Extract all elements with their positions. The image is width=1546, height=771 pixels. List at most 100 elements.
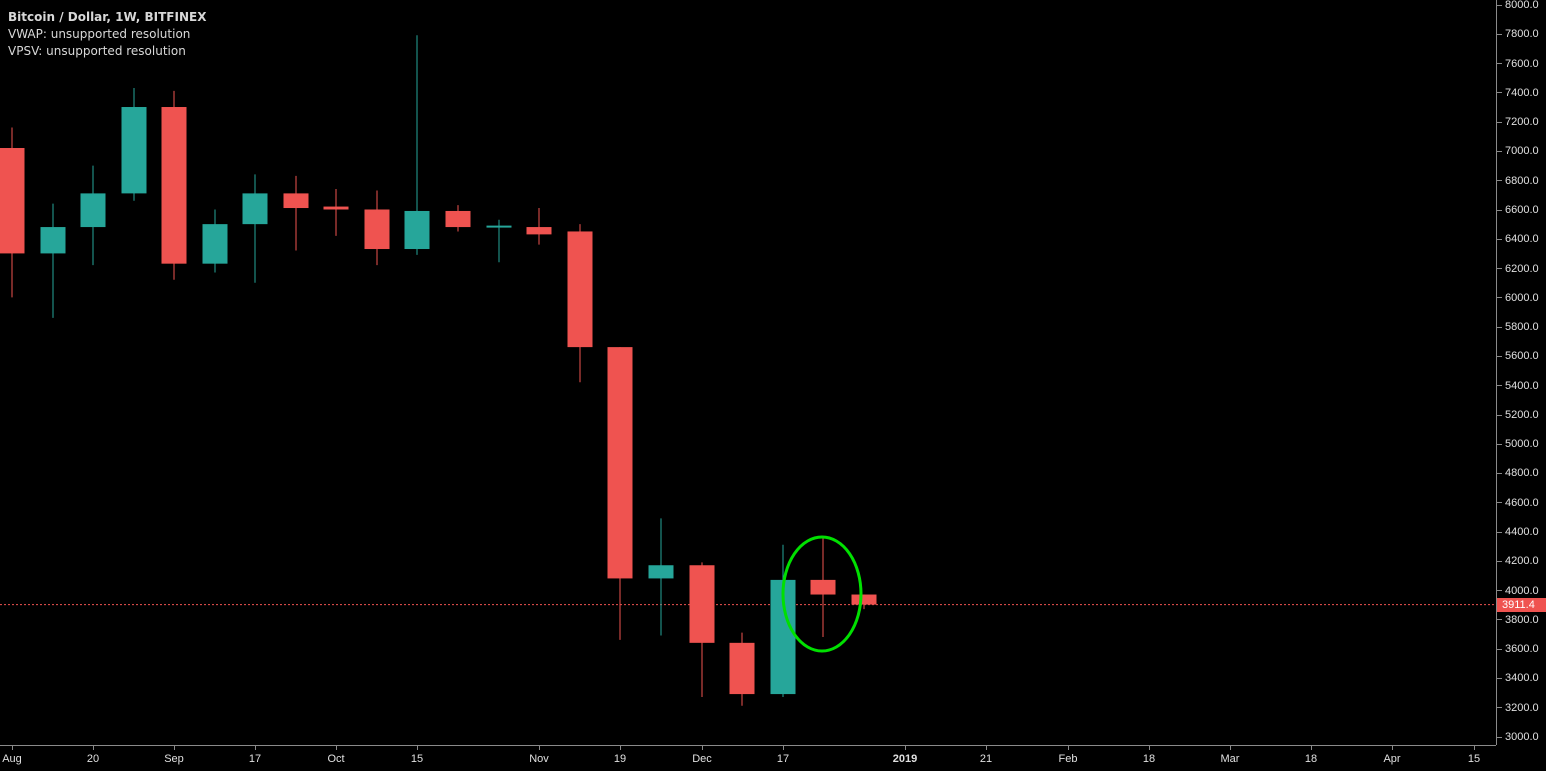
symbol-title[interactable]: Bitcoin / Dollar, 1W, BITFINEX [8, 10, 207, 24]
price-tick: 3200.0 [1497, 702, 1539, 714]
candle-body [0, 148, 25, 254]
tick-mark [1497, 4, 1502, 6]
candle[interactable] [526, 208, 552, 245]
candle[interactable] [40, 203, 66, 318]
candle[interactable] [689, 562, 715, 698]
price-tick-label: 6400.0 [1505, 233, 1539, 246]
tick-mark [1497, 414, 1502, 416]
price-tick-label: 3000.0 [1505, 731, 1539, 743]
price-tick-label: 7800.0 [1505, 28, 1539, 41]
price-tick-label: 3800.0 [1505, 613, 1539, 626]
candle[interactable] [486, 219, 512, 263]
candlestick-plot[interactable] [0, 0, 1496, 745]
price-tick-label: 6200.0 [1505, 262, 1539, 275]
candle[interactable] [729, 632, 755, 706]
price-tick: 5600.0 [1497, 350, 1539, 362]
candle[interactable] [770, 544, 796, 698]
price-tick: 5800.0 [1497, 321, 1539, 333]
tick-mark [1497, 238, 1502, 240]
price-tick-label: 5600.0 [1505, 350, 1539, 363]
candle-body [121, 107, 147, 194]
candle[interactable] [404, 35, 430, 255]
candle-body [526, 227, 552, 235]
tick-mark [1497, 473, 1502, 475]
candle-body [40, 227, 66, 254]
candle[interactable] [810, 537, 836, 637]
candle-body [689, 565, 715, 643]
time-tick-label: Apr [1383, 753, 1401, 765]
candle[interactable] [607, 347, 633, 640]
vwap-indicator-label[interactable]: VWAP: unsupported resolution [8, 27, 191, 41]
price-tick: 6000.0 [1497, 292, 1539, 304]
price-tick: 7000.0 [1497, 145, 1539, 157]
candle-body [404, 210, 430, 250]
candle[interactable] [283, 175, 309, 251]
candle-body [729, 642, 755, 695]
price-tick-label: 4200.0 [1505, 555, 1539, 568]
price-tick: 3000.0 [1497, 731, 1539, 743]
candle[interactable] [161, 90, 187, 280]
price-tick-label: 8000.0 [1505, 0, 1539, 11]
price-tick-label: 5000.0 [1505, 438, 1539, 451]
tick-mark [1497, 531, 1502, 533]
tick-mark [1497, 92, 1502, 94]
tick-mark [986, 746, 987, 750]
candle-body [323, 206, 349, 210]
price-tick: 4000.0 [1497, 585, 1539, 597]
candle[interactable] [242, 174, 268, 283]
price-tick-label: 7200.0 [1505, 116, 1539, 129]
candle[interactable] [567, 224, 593, 383]
candle[interactable] [364, 190, 390, 266]
price-tick: 7600.0 [1497, 58, 1539, 70]
time-tick-label: 17 [248, 753, 262, 765]
tick-mark [1497, 150, 1502, 152]
price-tick: 8000.0 [1497, 0, 1539, 11]
tick-mark [783, 746, 784, 750]
chart-legend: Bitcoin / Dollar, 1W, BITFINEX VWAP: uns… [8, 9, 206, 60]
vpsv-indicator-label[interactable]: VPSV: unsupported resolution [8, 44, 186, 58]
tick-mark [1474, 746, 1475, 750]
time-tick-label: 2019 [892, 753, 918, 765]
candle-body [202, 224, 228, 264]
candle-body [851, 594, 877, 605]
time-tick-label: Feb [1058, 753, 1078, 765]
candle[interactable] [323, 189, 349, 236]
candle[interactable] [0, 127, 25, 298]
price-tick: 4800.0 [1497, 467, 1539, 479]
candle[interactable] [202, 209, 228, 273]
candle[interactable] [121, 87, 147, 201]
tick-mark [1497, 385, 1502, 387]
time-tick-label: 20 [86, 753, 100, 765]
annotation-ellipse[interactable] [781, 535, 863, 653]
tick-mark [1497, 590, 1502, 592]
tick-mark [1497, 268, 1502, 270]
tick-mark [1149, 746, 1150, 750]
price-tick: 3800.0 [1497, 614, 1539, 626]
price-tick-label: 6000.0 [1505, 291, 1539, 304]
time-tick-label: Nov [529, 753, 549, 765]
time-tick-label: 15 [410, 753, 424, 765]
candle-body [445, 210, 471, 228]
price-axis[interactable]: 8000.0 7800.0 7600.0 7400.0 7200.0 7000.0 6800… [1496, 0, 1546, 745]
tick-mark [174, 746, 175, 750]
tick-mark [1497, 560, 1502, 562]
tick-mark [1311, 746, 1312, 750]
tick-mark [255, 746, 256, 750]
price-tick: 6800.0 [1497, 175, 1539, 187]
tick-mark [1068, 746, 1069, 750]
price-tick-label: 6800.0 [1505, 174, 1539, 187]
time-tick-label: 21 [979, 753, 993, 765]
candle[interactable] [445, 205, 471, 232]
candle[interactable] [851, 594, 877, 610]
tick-mark [1230, 746, 1231, 750]
chart-area[interactable] [0, 0, 1496, 745]
time-axis[interactable]: Aug 20 Sep 17 Oct 15 Nov 19 Dec 17 2019 21 Feb 18 Mar 1… [0, 745, 1496, 771]
candle-body [161, 107, 187, 264]
candle[interactable] [648, 518, 674, 636]
tick-mark [93, 746, 94, 750]
price-tick-label: 6600.0 [1505, 203, 1539, 216]
tick-mark [905, 746, 906, 750]
candle[interactable] [80, 165, 106, 266]
tick-mark [336, 746, 337, 750]
price-tick-label: 5200.0 [1505, 408, 1539, 421]
